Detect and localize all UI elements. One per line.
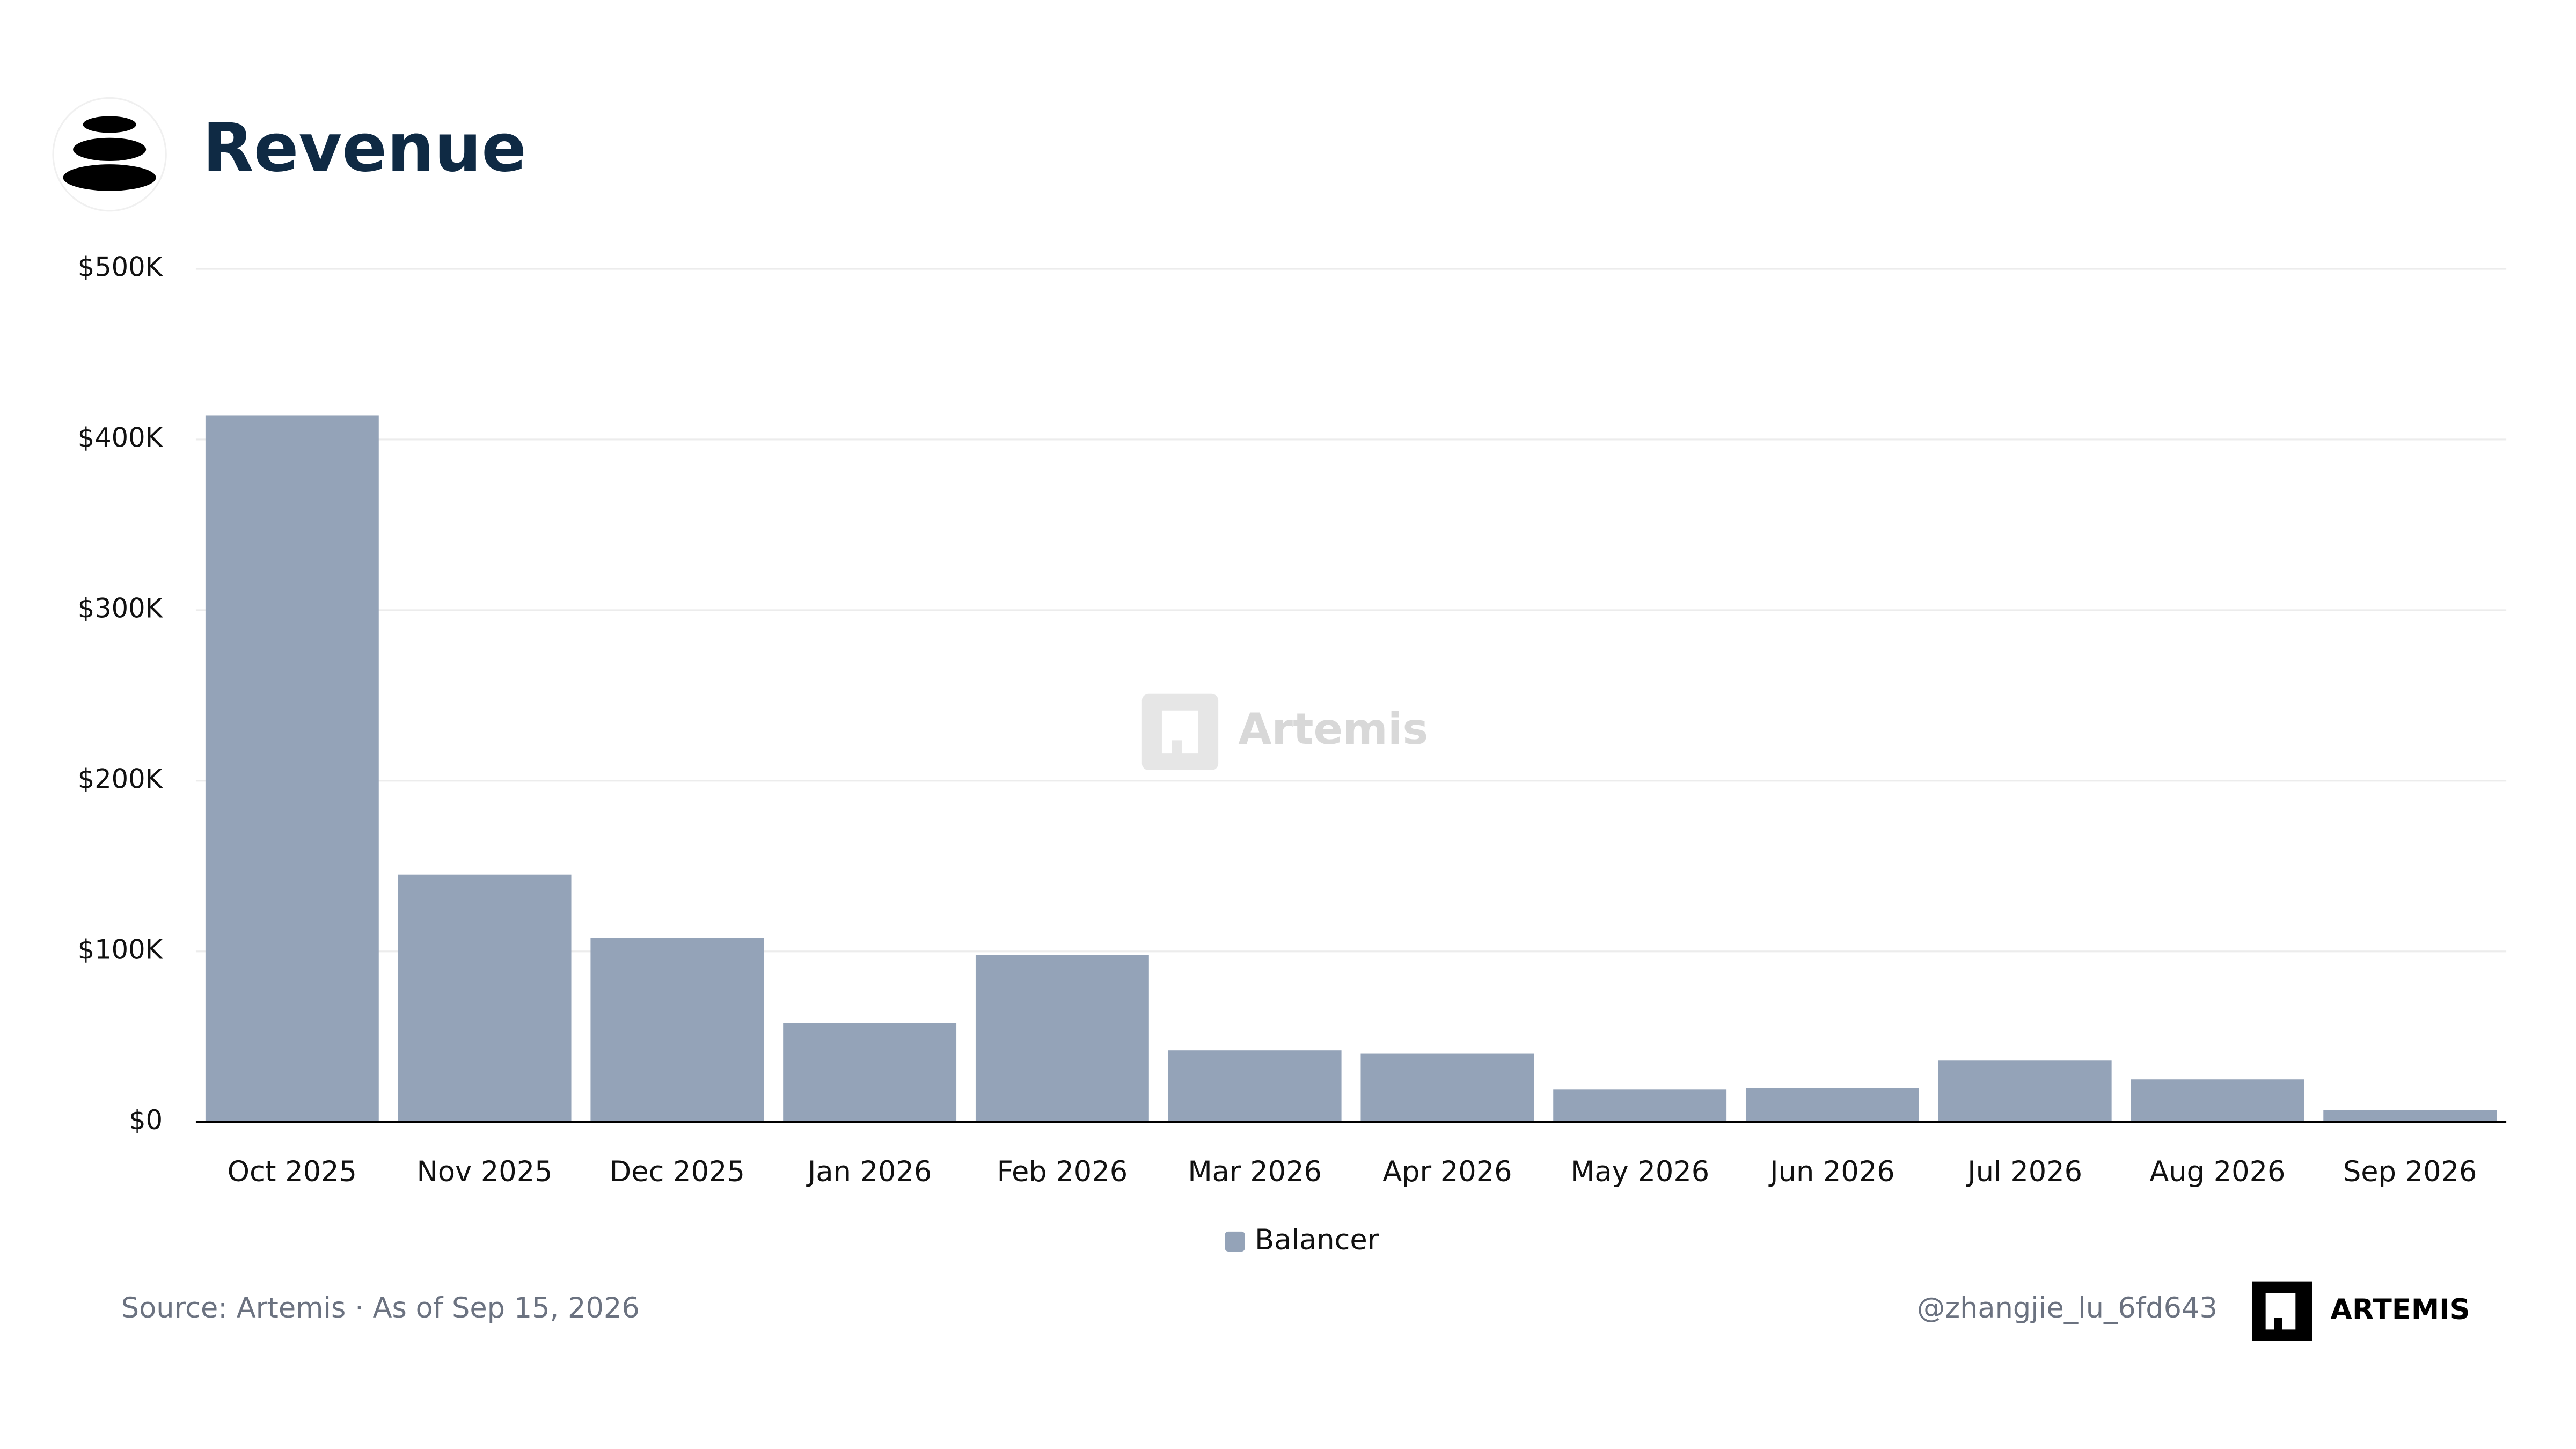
source-note: Source: Artemis · As of Sep 15, 2026 bbox=[121, 1292, 640, 1324]
watermark-text: Artemis bbox=[1238, 704, 1428, 754]
y-tick-label: $500K bbox=[78, 252, 164, 283]
x-tick-label: Sep 2026 bbox=[2343, 1155, 2477, 1188]
bar bbox=[590, 938, 764, 1122]
bar bbox=[1745, 1088, 1919, 1122]
y-tick-label: $300K bbox=[78, 592, 164, 624]
chart-title: Revenue bbox=[202, 109, 526, 187]
author-handle: @zhangjie_lu_6fd643 bbox=[1917, 1292, 2218, 1324]
watermark bbox=[1141, 693, 1219, 771]
bar bbox=[975, 955, 1149, 1122]
y-tick-label: $0 bbox=[129, 1104, 163, 1136]
bar bbox=[398, 874, 572, 1122]
x-tick-label: Oct 2025 bbox=[228, 1155, 357, 1188]
x-tick-label: Apr 2026 bbox=[1382, 1155, 1512, 1188]
legend-label: Balancer bbox=[1255, 1224, 1379, 1256]
bar bbox=[205, 415, 379, 1122]
brand-name: ARTEMIS bbox=[2330, 1293, 2470, 1326]
bar bbox=[2323, 1110, 2497, 1122]
brand-logo bbox=[2252, 1281, 2312, 1341]
x-tick-label: Dec 2025 bbox=[610, 1155, 745, 1188]
bar bbox=[1938, 1060, 2112, 1122]
x-tick-label: May 2026 bbox=[1570, 1155, 1709, 1188]
bar bbox=[1168, 1050, 1342, 1122]
x-tick-label: Nov 2025 bbox=[417, 1155, 553, 1188]
x-tick-label: Aug 2026 bbox=[2149, 1155, 2285, 1188]
y-tick-label: $100K bbox=[78, 934, 164, 965]
legend-swatch bbox=[1225, 1231, 1245, 1252]
x-tick-label: Mar 2026 bbox=[1188, 1155, 1322, 1188]
bar bbox=[2131, 1079, 2304, 1122]
x-tick-label: Jan 2026 bbox=[806, 1155, 932, 1188]
bar bbox=[1360, 1053, 1534, 1122]
x-tick-label: Jun 2026 bbox=[1768, 1155, 1895, 1188]
protocol-logo bbox=[52, 97, 167, 212]
bar bbox=[783, 1023, 957, 1122]
y-tick-label: $400K bbox=[78, 422, 164, 453]
y-tick-label: $200K bbox=[78, 763, 164, 794]
x-tick-label: Jul 2026 bbox=[1966, 1155, 2082, 1188]
bar bbox=[1553, 1089, 1727, 1122]
x-tick-label: Feb 2026 bbox=[997, 1155, 1128, 1188]
